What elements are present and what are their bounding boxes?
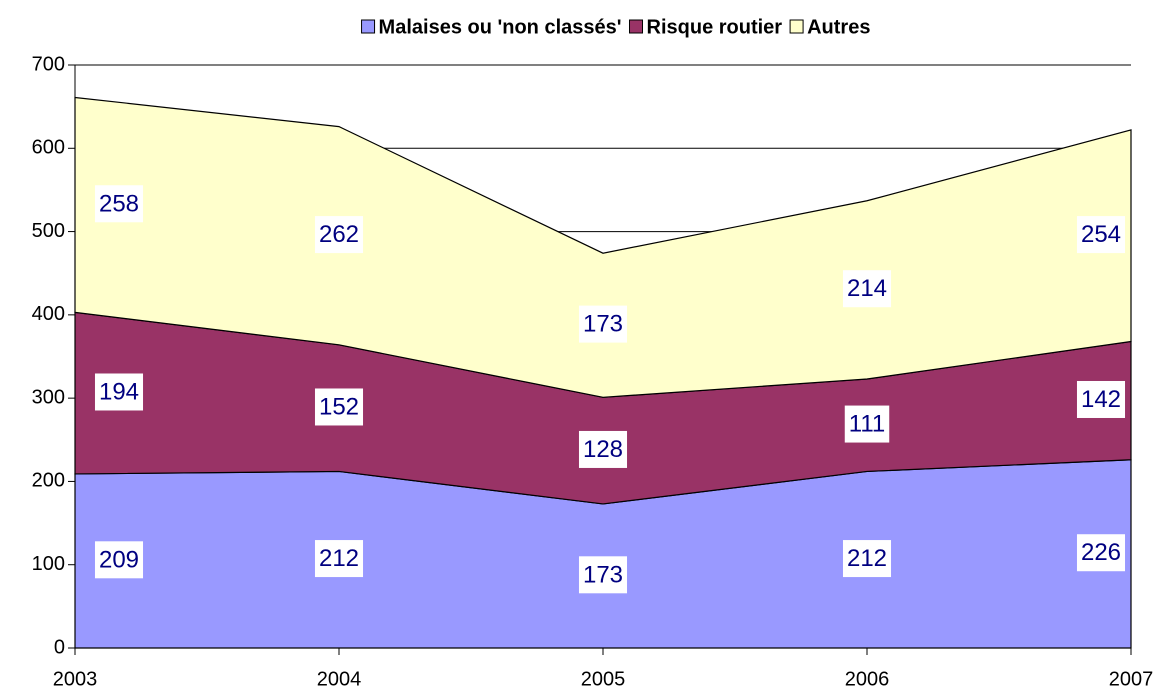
data-label-box [844, 405, 890, 443]
x-tick-label: 2004 [317, 668, 362, 690]
data-label-box [1076, 216, 1126, 254]
legend-label: Risque routier [647, 16, 783, 38]
data-label-box [578, 430, 628, 468]
data-label: 111 [844, 405, 890, 443]
data-label-box [578, 305, 628, 343]
data-label-box [1076, 534, 1126, 572]
y-tick-label: 400 [32, 303, 65, 325]
data-label-text: 142 [1081, 386, 1121, 413]
data-label: 258 [94, 185, 144, 223]
data-label-text: 173 [583, 311, 623, 338]
legend-swatch [629, 19, 644, 34]
data-label: 128 [578, 430, 628, 468]
data-label-box [94, 185, 144, 223]
y-tick-label: 0 [54, 636, 65, 658]
data-label-text: 128 [583, 436, 623, 463]
data-label: 209 [94, 541, 144, 579]
data-label-text: 173 [583, 561, 623, 588]
legend: Malaises ou 'non classés' Risque routier A… [361, 16, 870, 38]
data-label-text: 262 [319, 221, 359, 248]
data-label-text: 226 [1081, 539, 1121, 566]
data-label: 226 [1076, 534, 1126, 572]
data-label-text: 152 [319, 393, 359, 420]
x-tick-label: 2006 [845, 668, 890, 690]
data-label-text: 212 [319, 545, 359, 572]
data-label-box [314, 388, 364, 426]
area [74, 96, 1132, 398]
data-label-box [314, 540, 364, 578]
data-label-box [842, 270, 892, 308]
data-label-text: 111 [849, 411, 885, 438]
data-label-box [94, 373, 144, 411]
legend-label: Malaises ou 'non classés' [379, 16, 622, 38]
data-label: 142 [1076, 380, 1126, 418]
data-label: 214 [842, 270, 892, 308]
legend-swatch [789, 19, 804, 34]
x-tick-label: 2005 [581, 668, 626, 690]
data-label: 173 [578, 305, 628, 343]
data-label-box [314, 216, 364, 254]
data-label-box [94, 541, 144, 579]
data-label-text: 258 [99, 190, 139, 217]
data-label: 262 [314, 216, 364, 254]
data-label-text: 212 [847, 545, 887, 572]
data-label: 152 [314, 388, 364, 426]
data-label: 212 [314, 540, 364, 578]
data-label: 254 [1076, 216, 1126, 254]
data-label-text: 214 [847, 275, 887, 302]
data-label: 212 [842, 540, 892, 578]
data-label-text: 254 [1081, 221, 1121, 248]
y-tick-label: 300 [32, 386, 65, 408]
y-tick-label: 500 [32, 220, 65, 242]
legend-label: Autres [807, 16, 870, 38]
data-label-text: 209 [99, 546, 139, 573]
data-label-box [842, 540, 892, 578]
y-tick-label: 200 [32, 470, 65, 492]
y-tick-label: 100 [32, 553, 65, 575]
x-tick-label: 2007 [1109, 668, 1154, 690]
data-label-box [1076, 380, 1126, 418]
legend-swatch [361, 19, 376, 34]
data-label: 194 [94, 373, 144, 411]
x-tick-label: 2003 [53, 668, 98, 690]
data-label: 173 [578, 556, 628, 594]
data-label-text: 194 [99, 378, 139, 405]
data-label-box [578, 556, 628, 594]
y-tick-label: 700 [32, 53, 65, 75]
y-tick-label: 600 [32, 137, 65, 159]
